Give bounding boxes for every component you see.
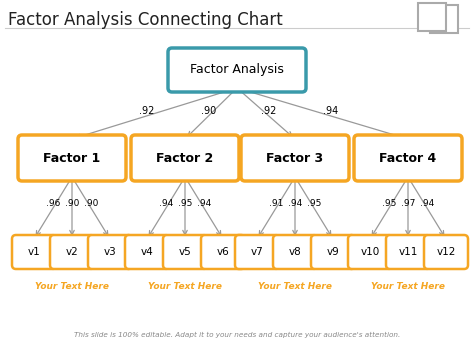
FancyBboxPatch shape xyxy=(201,235,245,269)
Text: Factor 3: Factor 3 xyxy=(266,152,324,164)
Text: .92: .92 xyxy=(138,106,154,116)
FancyBboxPatch shape xyxy=(348,235,392,269)
Text: .90: .90 xyxy=(65,198,79,208)
Text: .95: .95 xyxy=(307,198,321,208)
Text: .95: .95 xyxy=(178,198,192,208)
FancyBboxPatch shape xyxy=(354,135,462,181)
Text: Factor Analysis: Factor Analysis xyxy=(190,64,284,76)
Text: v1: v1 xyxy=(27,247,40,257)
Text: Factor 2: Factor 2 xyxy=(156,152,214,164)
Text: v11: v11 xyxy=(398,247,418,257)
FancyBboxPatch shape xyxy=(424,235,468,269)
FancyBboxPatch shape xyxy=(88,235,132,269)
FancyBboxPatch shape xyxy=(235,235,279,269)
Text: v5: v5 xyxy=(179,247,191,257)
Text: v7: v7 xyxy=(251,247,264,257)
Text: v6: v6 xyxy=(217,247,229,257)
FancyBboxPatch shape xyxy=(18,135,126,181)
Text: .94: .94 xyxy=(323,106,339,116)
FancyBboxPatch shape xyxy=(418,3,446,31)
Text: Your Text Here: Your Text Here xyxy=(148,282,222,291)
Text: v2: v2 xyxy=(65,247,78,257)
Text: .94: .94 xyxy=(197,198,211,208)
FancyBboxPatch shape xyxy=(241,135,349,181)
Text: v12: v12 xyxy=(436,247,456,257)
Text: .91: .91 xyxy=(269,198,283,208)
Text: Your Text Here: Your Text Here xyxy=(35,282,109,291)
FancyBboxPatch shape xyxy=(430,5,458,33)
Text: Factor Analysis Connecting Chart: Factor Analysis Connecting Chart xyxy=(8,11,283,29)
FancyBboxPatch shape xyxy=(50,235,94,269)
FancyBboxPatch shape xyxy=(168,48,306,92)
Text: Your Text Here: Your Text Here xyxy=(371,282,445,291)
Text: v10: v10 xyxy=(360,247,380,257)
FancyBboxPatch shape xyxy=(386,235,430,269)
Text: .97: .97 xyxy=(401,198,415,208)
Text: This slide is 100% editable. Adapt it to your needs and capture your audience's : This slide is 100% editable. Adapt it to… xyxy=(74,332,400,338)
Text: .94: .94 xyxy=(288,198,302,208)
Text: .90: .90 xyxy=(201,106,216,116)
Text: v9: v9 xyxy=(327,247,339,257)
Text: v3: v3 xyxy=(104,247,117,257)
Text: .96: .96 xyxy=(46,198,60,208)
FancyBboxPatch shape xyxy=(125,235,169,269)
FancyBboxPatch shape xyxy=(131,135,239,181)
FancyBboxPatch shape xyxy=(163,235,207,269)
Text: v8: v8 xyxy=(289,247,301,257)
FancyBboxPatch shape xyxy=(311,235,355,269)
Text: Factor 1: Factor 1 xyxy=(44,152,100,164)
Text: Factor 4: Factor 4 xyxy=(379,152,437,164)
Text: .94: .94 xyxy=(159,198,173,208)
Text: .95: .95 xyxy=(382,198,396,208)
Text: .94: .94 xyxy=(420,198,434,208)
FancyBboxPatch shape xyxy=(12,235,56,269)
Text: v4: v4 xyxy=(141,247,154,257)
FancyBboxPatch shape xyxy=(273,235,317,269)
Text: .92: .92 xyxy=(261,106,277,116)
Text: .90: .90 xyxy=(84,198,98,208)
Text: Your Text Here: Your Text Here xyxy=(258,282,332,291)
